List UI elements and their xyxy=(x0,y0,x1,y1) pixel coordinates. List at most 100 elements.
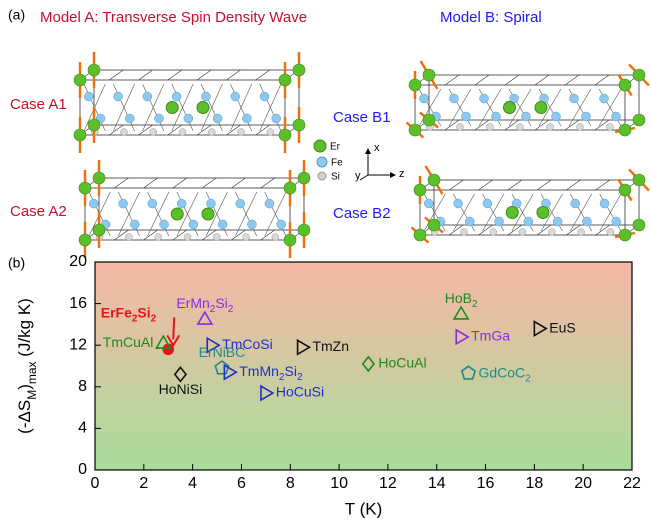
er-atom xyxy=(201,207,215,221)
y-tick-label: 16 xyxy=(69,295,87,312)
er-atom xyxy=(278,128,292,142)
plot-frame xyxy=(94,261,633,471)
bond xyxy=(598,88,622,127)
fe-atom xyxy=(569,93,579,104)
fe-atom xyxy=(142,91,153,102)
atom-icon xyxy=(317,171,327,181)
cell-edge xyxy=(444,74,460,86)
bond xyxy=(118,191,140,237)
fe-atom xyxy=(491,111,501,122)
fe-atom xyxy=(264,198,275,209)
case-label: Case B2 xyxy=(333,205,391,222)
bond xyxy=(423,193,446,232)
case-label: Case B1 xyxy=(333,109,391,126)
x-tick-label: 6 xyxy=(237,475,246,492)
si-atom xyxy=(154,233,162,241)
er-atom xyxy=(632,218,646,232)
label-part: Si xyxy=(284,363,296,379)
er-atom xyxy=(422,113,436,127)
er-atom xyxy=(632,173,646,187)
x-tick-label: 16 xyxy=(477,475,495,492)
er-atom xyxy=(283,181,297,195)
fe-atom xyxy=(521,111,531,122)
atom-label: Si xyxy=(331,172,340,183)
cell-edge xyxy=(138,124,153,136)
x-tick-label: 4 xyxy=(188,475,197,492)
si-atom xyxy=(546,123,554,131)
axis-name: z xyxy=(399,168,405,180)
er-atom xyxy=(534,101,548,114)
x-tick-label: 14 xyxy=(428,475,446,492)
er-atom xyxy=(87,118,101,132)
bond xyxy=(147,191,170,237)
fe-atom xyxy=(479,93,489,104)
cell-edge xyxy=(226,69,241,81)
er-atom xyxy=(618,123,632,137)
bond xyxy=(570,193,592,232)
point-label: TmGa xyxy=(471,328,510,344)
cell-edge xyxy=(534,74,550,86)
x-tick-label: 2 xyxy=(139,475,148,492)
point-label: HoNiSi xyxy=(159,381,203,397)
structure xyxy=(78,160,311,258)
cell-edge xyxy=(428,74,640,121)
point xyxy=(223,363,238,381)
er-atom xyxy=(87,63,101,77)
cell-edge xyxy=(260,177,275,189)
x-tick-label: 10 xyxy=(330,475,348,492)
cell-edge xyxy=(474,74,490,86)
fe-atom xyxy=(188,219,199,230)
point xyxy=(533,320,548,337)
cell-edge xyxy=(478,179,493,191)
point xyxy=(206,336,221,354)
y-axis-label-part: max xyxy=(25,361,39,384)
cell-edge xyxy=(98,177,305,231)
fe-atom xyxy=(247,219,257,230)
fe-atom xyxy=(242,113,252,124)
cell-edge xyxy=(444,119,460,131)
bond xyxy=(508,88,532,127)
bond xyxy=(540,193,563,232)
x-tick-label: 12 xyxy=(379,475,397,492)
fe-atom xyxy=(217,219,228,230)
cell-edge xyxy=(504,74,520,86)
cell-edge xyxy=(564,74,580,86)
er-atom xyxy=(297,223,311,237)
si-atom xyxy=(516,123,524,131)
point xyxy=(196,310,214,325)
si-atom xyxy=(149,128,157,136)
cell-edge xyxy=(594,119,610,131)
er-atom xyxy=(283,233,297,247)
si-atom xyxy=(456,123,464,131)
si-atom xyxy=(577,228,585,236)
label-part: GdCoC xyxy=(478,364,525,380)
point-label: HoB2 xyxy=(445,290,478,310)
er-atom xyxy=(78,181,92,195)
panel-label: (b) xyxy=(8,255,25,271)
cell-edge xyxy=(167,69,183,81)
si-atom xyxy=(576,123,584,131)
y-tick-label: 12 xyxy=(69,336,87,353)
bond xyxy=(453,193,475,232)
atom-label: Er xyxy=(330,142,341,153)
cell-edge xyxy=(595,224,610,236)
si-atom xyxy=(460,228,468,236)
fe-atom xyxy=(171,91,182,102)
point-label: TmCuAl xyxy=(103,334,154,350)
fe-atom xyxy=(89,198,99,209)
case-label: Case A2 xyxy=(10,203,67,220)
bond xyxy=(599,193,622,232)
fe-atom xyxy=(276,219,286,230)
point xyxy=(154,334,172,349)
er-atom xyxy=(73,73,87,87)
er-atom xyxy=(170,207,184,221)
fe-atom xyxy=(230,91,240,102)
cell-edge xyxy=(201,177,217,189)
er-atom xyxy=(505,206,519,219)
er-atom xyxy=(427,173,441,187)
axis-name: x xyxy=(374,142,380,154)
structure xyxy=(410,165,650,244)
point xyxy=(452,305,470,320)
cell-edge xyxy=(172,177,188,189)
point xyxy=(296,338,312,356)
